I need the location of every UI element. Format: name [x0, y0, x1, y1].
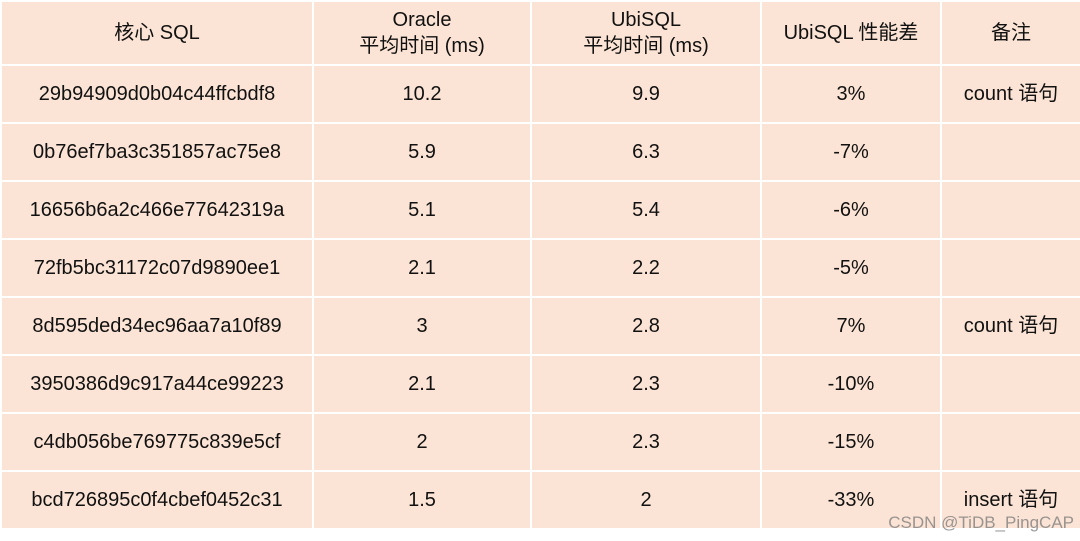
table-cell: 2.3 — [530, 354, 762, 414]
table-cell — [940, 122, 1080, 182]
table-cell: 9.9 — [530, 64, 762, 124]
table-cell: 6.3 — [530, 122, 762, 182]
table-row: 72fb5bc31172c07d9890ee1 2.1 2.2 -5% — [0, 238, 1080, 298]
table-cell — [940, 238, 1080, 298]
watermark: CSDN @TiDB_PingCAP — [888, 513, 1074, 532]
header-text: Oracle — [392, 9, 452, 31]
table-cell: 5.9 — [312, 122, 532, 182]
table-cell — [940, 412, 1080, 472]
table-row: 8d595ded34ec96aa7a10f89 3 2.8 7% count 语句 — [0, 296, 1080, 356]
table-cell: 3% — [760, 64, 942, 124]
table-cell: c4db056be769775c839e5cf — [0, 412, 314, 472]
table-row: 29b94909d0b04c44ffcbdf8 10.2 9.9 3% count 语句 — [0, 64, 1080, 124]
table-cell: -15% — [760, 412, 942, 472]
table-row: bcd726895c0f4cbef0452c31 1.5 2 -33% insert 语… — [0, 470, 1080, 530]
table-cell: 5.1 — [312, 180, 532, 240]
header-cell: 备注 — [940, 0, 1080, 66]
table-cell: 10.2 — [312, 64, 532, 124]
table-cell: 0b76ef7ba3c351857ac75e8 — [0, 122, 314, 182]
table-cell: -6% — [760, 180, 942, 240]
header-cell: 核心 SQL — [0, 0, 314, 66]
table-cell: -33% — [760, 470, 942, 530]
header-text: 平均时间 (ms) — [359, 35, 485, 57]
table-cell: count 语句 — [940, 64, 1080, 124]
table-row: c4db056be769775c839e5cf 2 2.3 -15% — [0, 412, 1080, 472]
table-cell: 2.3 — [530, 412, 762, 472]
table-body: 核心 SQL Oracle 平均时间 (ms) UbiSQL 平均时间 (ms) UbiS… — [0, 0, 1080, 530]
table-cell: -7% — [760, 122, 942, 182]
data-table: 核心 SQL Oracle 平均时间 (ms) UbiSQL 平均时间 (ms) UbiS… — [0, 0, 1080, 530]
header-text: 核心 SQL — [114, 22, 200, 44]
table-cell: count 语句 — [940, 296, 1080, 356]
table-row: 3950386d9c917a44ce99223 2.1 2.3 -10% — [0, 354, 1080, 414]
table-row: 16656b6a2c466e77642319a 5.1 5.4 -6% — [0, 180, 1080, 240]
table-cell: 7% — [760, 296, 942, 356]
table-cell: 2.1 — [312, 354, 532, 414]
header-row: 核心 SQL Oracle 平均时间 (ms) UbiSQL 平均时间 (ms) UbiS… — [0, 0, 1080, 66]
table-cell: 3 — [312, 296, 532, 356]
header-text: UbiSQL 性能差 — [783, 22, 919, 44]
table-cell: 29b94909d0b04c44ffcbdf8 — [0, 64, 314, 124]
table-cell: insert 语句 — [940, 470, 1080, 530]
table-cell: 2 — [312, 412, 532, 472]
table-cell: 2 — [530, 470, 762, 530]
table-cell: 8d595ded34ec96aa7a10f89 — [0, 296, 314, 356]
table-cell: 1.5 — [312, 470, 532, 530]
table-cell: 16656b6a2c466e77642319a — [0, 180, 314, 240]
header-cell: UbiSQL 平均时间 (ms) — [530, 0, 762, 66]
header-text: 平均时间 (ms) — [583, 35, 709, 57]
table-cell: -5% — [760, 238, 942, 298]
table-cell: 5.4 — [530, 180, 762, 240]
table-cell: 2.8 — [530, 296, 762, 356]
table-cell — [940, 354, 1080, 414]
header-text: UbiSQL — [610, 9, 682, 31]
table-cell: -10% — [760, 354, 942, 414]
header-text: 备注 — [991, 22, 1031, 44]
table-cell: 2.1 — [312, 238, 532, 298]
header-cell: UbiSQL 性能差 — [760, 0, 942, 66]
header-cell: Oracle 平均时间 (ms) — [312, 0, 532, 66]
table-cell: 2.2 — [530, 238, 762, 298]
table-cell — [940, 180, 1080, 240]
table-cell: bcd726895c0f4cbef0452c31 — [0, 470, 314, 530]
table-cell: 72fb5bc31172c07d9890ee1 — [0, 238, 314, 298]
table-cell: 3950386d9c917a44ce99223 — [0, 354, 314, 414]
table-row: 0b76ef7ba3c351857ac75e8 5.9 6.3 -7% — [0, 122, 1080, 182]
